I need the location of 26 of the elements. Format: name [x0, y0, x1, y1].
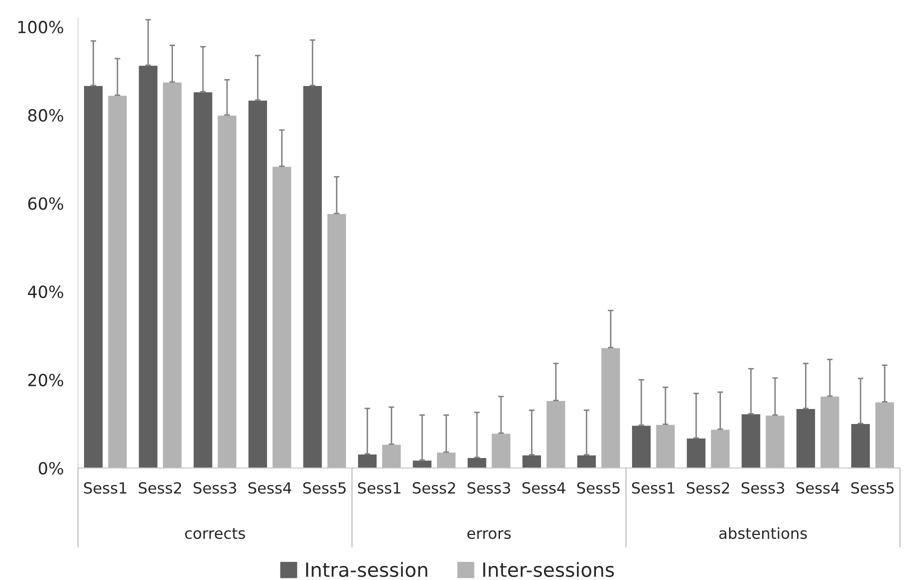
text: errors	[467, 530, 511, 540]
x-tick-label: Sess1	[632, 482, 674, 494]
x-tick-label: Sess3	[194, 482, 236, 494]
x-tick-label: Sess2	[412, 482, 456, 494]
x-tick-label: Sess1	[358, 482, 400, 494]
y-tick-label: 0%	[38, 462, 64, 475]
text: corrects	[185, 528, 245, 540]
y-tick-label: 60%	[28, 197, 64, 210]
x-tick-label: Sess4	[248, 482, 292, 494]
x-tick-label: Sess2	[686, 482, 730, 494]
y-tick-label: 100%	[18, 20, 64, 34]
x-tick-label: Sess2	[138, 482, 182, 494]
y-tick-label: 20%	[28, 374, 64, 386]
x-tick-label: Sess4	[522, 482, 566, 494]
x-tick-label: Sess4	[796, 482, 840, 494]
x-tick-label: Sess3	[468, 482, 510, 494]
y-tick-label: 40%	[28, 285, 64, 298]
x-tick-label: Sess5	[851, 482, 894, 494]
text: abstentions	[719, 527, 807, 540]
legend-label: Inter-sessions	[483, 562, 614, 578]
x-tick-label: Sess5	[303, 482, 346, 494]
y-tick-label: 80%	[28, 109, 64, 122]
x-tick-label: Sess5	[577, 482, 620, 494]
legend-label: Intra-session	[306, 562, 428, 578]
x-tick-label: Sess3	[742, 482, 784, 494]
x-tick-label: Sess1	[84, 482, 126, 494]
